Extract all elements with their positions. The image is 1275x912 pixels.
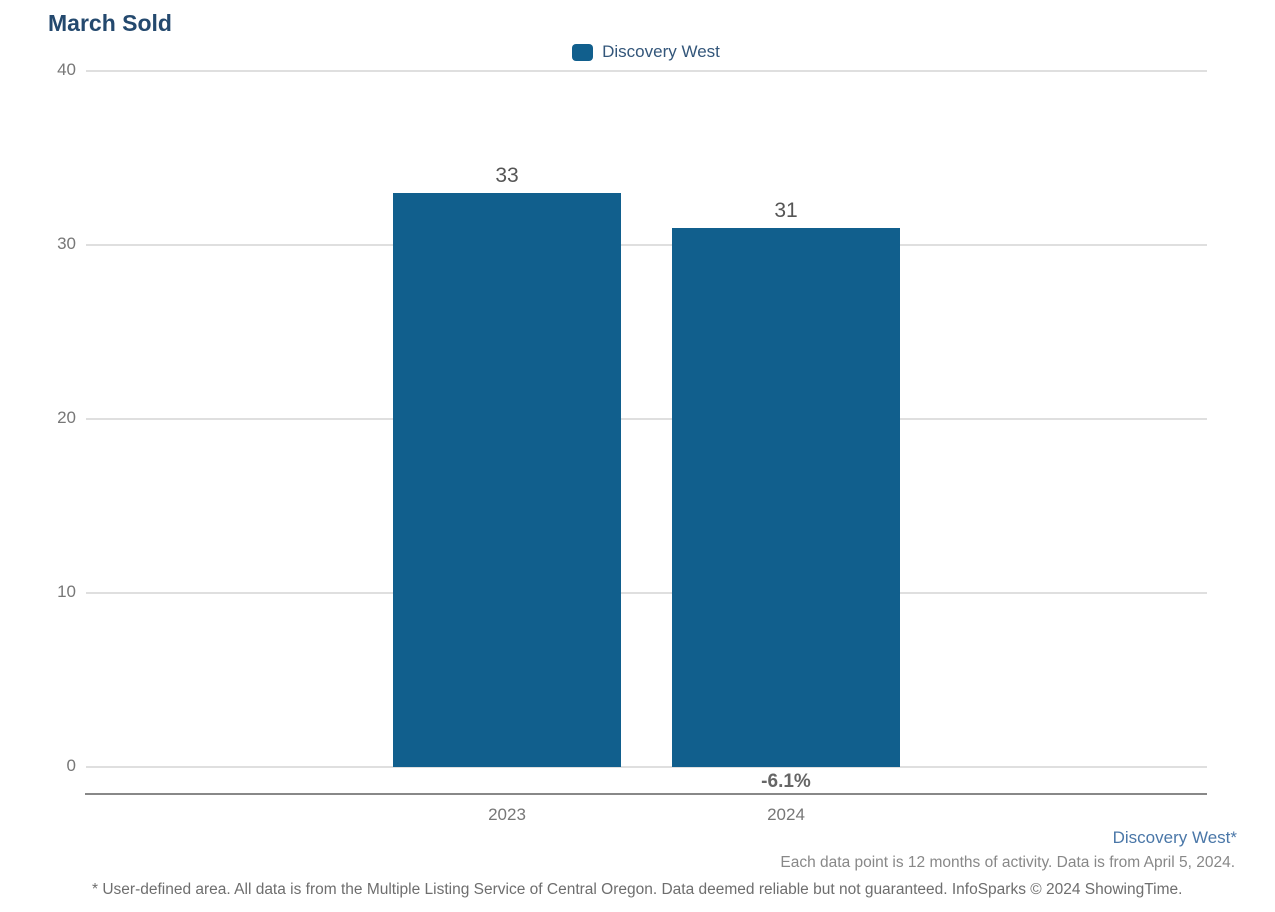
footer-data-note: Each data point is 12 months of activity… [780, 854, 1235, 871]
change-label-2024: -6.1% [761, 771, 811, 792]
footer-area-label: Discovery West* [1112, 828, 1237, 847]
bar-value-label-2023: 33 [495, 163, 519, 187]
legend-swatch-icon [572, 43, 594, 61]
gridline-y0 [86, 766, 1207, 768]
x-axis-line [85, 793, 1207, 795]
bar-value-label-2024: 31 [774, 198, 798, 222]
plot-area: 33 31 [86, 70, 1207, 768]
y-axis-tick-label-40: 40 [57, 60, 76, 79]
y-axis-tick-label-10: 10 [57, 582, 76, 601]
x-axis-tick-label-2023: 2023 [488, 805, 526, 824]
chart-title: March Sold [48, 10, 172, 36]
footer-disclaimer: * User-defined area. All data is from th… [92, 881, 1183, 898]
gridline-y30 [86, 244, 1207, 246]
bar-2024[interactable] [672, 227, 900, 767]
gridline-y40 [86, 70, 1207, 72]
gridline-y20 [86, 418, 1207, 420]
y-axis-tick-label-30: 30 [57, 234, 76, 253]
gridline-y10 [86, 592, 1207, 594]
y-axis-tick-label-20: 20 [57, 408, 76, 427]
legend-label: Discovery West [602, 42, 720, 61]
y-axis-tick-label-0: 0 [66, 756, 76, 775]
x-axis-tick-label-2024: 2024 [767, 805, 805, 824]
legend: Discovery West [85, 42, 1207, 62]
bar-2023[interactable] [393, 192, 621, 767]
